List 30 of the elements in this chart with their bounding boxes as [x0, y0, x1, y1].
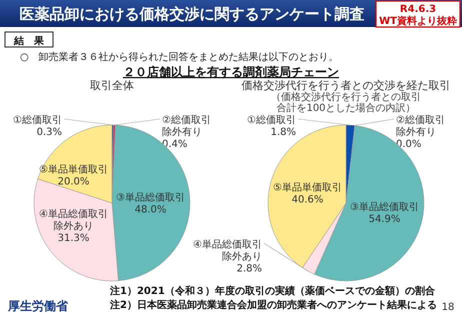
data-label: 2.8% — [236, 263, 262, 274]
chart-title: 価格交渉代行を行う者との交渉を経た取引 — [242, 79, 450, 92]
slice-label: ④単品総価取引除外あり — [193, 238, 262, 262]
slice-label: ①総価取引 — [247, 114, 296, 126]
text: 注2）日本医薬品卸売業連合会加盟の卸売業者へのアンケート結果による — [109, 299, 437, 311]
chart-subtitle: （価格交渉代行を行う者との取引合計を100とした場合の内訳） — [271, 91, 421, 114]
chart-title: 取引全体 — [90, 79, 134, 92]
data-label: 48.0% — [134, 204, 166, 216]
data-label: 40.6% — [292, 194, 324, 206]
slice-label: ①総価取引 — [13, 114, 62, 126]
slice-label: ④単品総価取引除外あり — [39, 208, 108, 232]
text: 注1）2021（令和３）年度の取引の実績（薬価ベースでの金額）の割合 — [109, 285, 436, 297]
text: 医薬品卸における価格交渉に関するアンケート調査 — [20, 5, 364, 23]
data-label: 0.3% — [36, 127, 62, 138]
text: 結 果 — [13, 35, 45, 47]
slice-label: ⑤単品単価取引 — [273, 182, 342, 194]
legend-label: ②総価取引除外有り — [396, 114, 445, 138]
text: ○ 卸売業者３６社から得られた回答をまとめた結果は以下のとおり。 — [20, 51, 339, 63]
data-label: 31.3% — [58, 232, 90, 244]
text: ２０店舗以上を有する調剤薬局チェーン — [123, 65, 339, 79]
data-label: 20.0% — [58, 176, 90, 188]
text: WT資料より抜粋 — [379, 15, 457, 27]
slice-label: ③単品総価取引 — [350, 201, 419, 214]
data-label: 54.9% — [368, 214, 400, 226]
text: 厚生労働省 — [7, 299, 69, 313]
slice-label: ②総価取引除外有り — [162, 114, 211, 138]
data-label: 1.8% — [270, 127, 296, 138]
text: 18 — [442, 302, 454, 313]
slice-label: ③単品総価取引 — [116, 191, 185, 204]
text: R4.6.3 — [400, 4, 436, 15]
